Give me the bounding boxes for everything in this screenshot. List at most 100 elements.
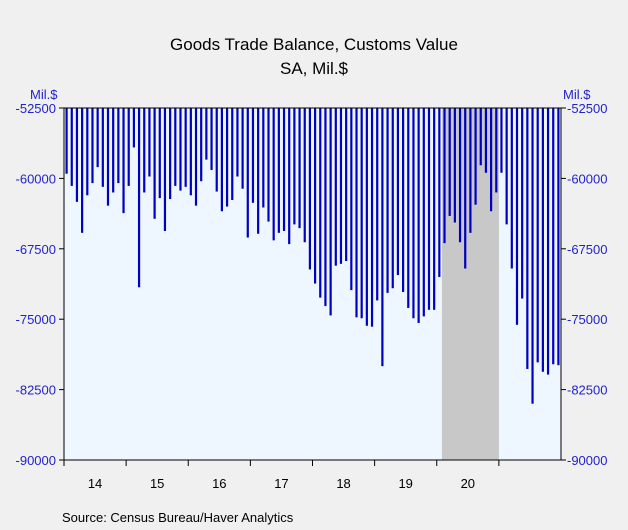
bar — [205, 108, 208, 160]
bar — [448, 108, 451, 216]
bar — [210, 108, 213, 170]
bar — [194, 108, 198, 206]
bar — [257, 108, 260, 234]
y-tick-label-right: -60000 — [567, 171, 607, 186]
x-tick-label: 15 — [150, 476, 164, 491]
bar — [112, 108, 115, 193]
bar — [277, 108, 280, 233]
bar — [282, 108, 286, 231]
bar — [510, 108, 513, 269]
bar — [365, 108, 368, 326]
bar — [422, 108, 425, 317]
bar — [101, 108, 104, 187]
bar — [490, 108, 493, 212]
bar — [163, 108, 167, 231]
bar — [386, 108, 389, 293]
bar — [298, 108, 301, 229]
bar — [262, 108, 265, 208]
bar — [184, 108, 187, 187]
bar — [515, 108, 519, 325]
bar — [96, 108, 99, 168]
y-tick-label-right: -67500 — [567, 242, 607, 257]
chart-title: Goods Trade Balance, Customs Value — [170, 35, 458, 54]
x-tick-label: 17 — [274, 476, 288, 491]
bar — [231, 108, 234, 200]
bar — [143, 108, 146, 193]
bar — [381, 108, 384, 367]
y-tick-label-left: -82500 — [16, 383, 56, 398]
bar — [355, 108, 358, 318]
bar — [70, 108, 73, 186]
y-tick-label-right: -82500 — [567, 383, 607, 398]
bar — [288, 108, 291, 245]
bar — [220, 108, 224, 212]
bar — [438, 108, 441, 277]
bar — [412, 108, 415, 319]
x-tick-label: 18 — [336, 476, 350, 491]
source-note: Source: Census Bureau/Haver Analytics — [62, 510, 294, 525]
bar — [453, 108, 456, 223]
bar — [308, 108, 312, 270]
bar — [81, 108, 84, 233]
bar — [396, 108, 400, 276]
bar — [552, 108, 555, 365]
bar — [391, 108, 394, 289]
bar — [106, 108, 110, 206]
x-tick-label: 14 — [88, 476, 102, 491]
bar — [479, 108, 482, 166]
bar — [117, 108, 120, 184]
bar — [427, 108, 431, 310]
bar — [495, 108, 498, 193]
bar — [505, 108, 508, 225]
bar — [91, 108, 94, 184]
chart-subtitle: SA, Mil.$ — [280, 59, 349, 78]
bar — [484, 108, 488, 173]
bar — [443, 108, 446, 244]
right-axis-unit: Mil.$ — [563, 87, 591, 102]
bar — [174, 108, 177, 186]
bar — [324, 108, 327, 307]
bar — [464, 108, 467, 269]
bar — [236, 108, 239, 177]
bar — [500, 108, 503, 173]
bar — [417, 108, 420, 323]
bar — [376, 108, 379, 301]
left-axis-unit: Mil.$ — [30, 87, 58, 102]
bar — [251, 108, 255, 203]
y-tick-label-right: -90000 — [567, 453, 607, 468]
bar — [531, 108, 534, 404]
bar — [541, 108, 544, 372]
bar — [334, 108, 337, 266]
bar — [272, 108, 275, 241]
bar — [153, 108, 156, 219]
bar — [246, 108, 249, 238]
bar — [339, 108, 343, 264]
bar — [215, 108, 218, 192]
bar — [536, 108, 539, 363]
bar — [474, 108, 477, 205]
bar — [65, 108, 68, 174]
y-tick-label-left: -67500 — [16, 242, 56, 257]
bar — [137, 108, 141, 288]
bar — [433, 108, 436, 310]
bar — [469, 108, 472, 233]
bar — [401, 108, 405, 292]
y-tick-label-left: -60000 — [16, 171, 56, 186]
bar — [179, 108, 182, 191]
x-tick-label: 16 — [212, 476, 226, 491]
bar — [303, 108, 306, 243]
bar — [526, 108, 529, 369]
bar — [86, 108, 89, 196]
bar — [132, 108, 135, 148]
y-tick-label-left: -75000 — [16, 312, 56, 327]
bar — [557, 108, 560, 366]
bar — [293, 108, 296, 225]
y-tick-label-left: -52500 — [16, 101, 56, 116]
bar — [319, 108, 322, 298]
bar — [148, 108, 151, 177]
bar — [75, 108, 79, 202]
bar — [345, 108, 348, 262]
bar — [241, 108, 244, 189]
bar — [200, 108, 203, 182]
bar — [122, 108, 125, 214]
